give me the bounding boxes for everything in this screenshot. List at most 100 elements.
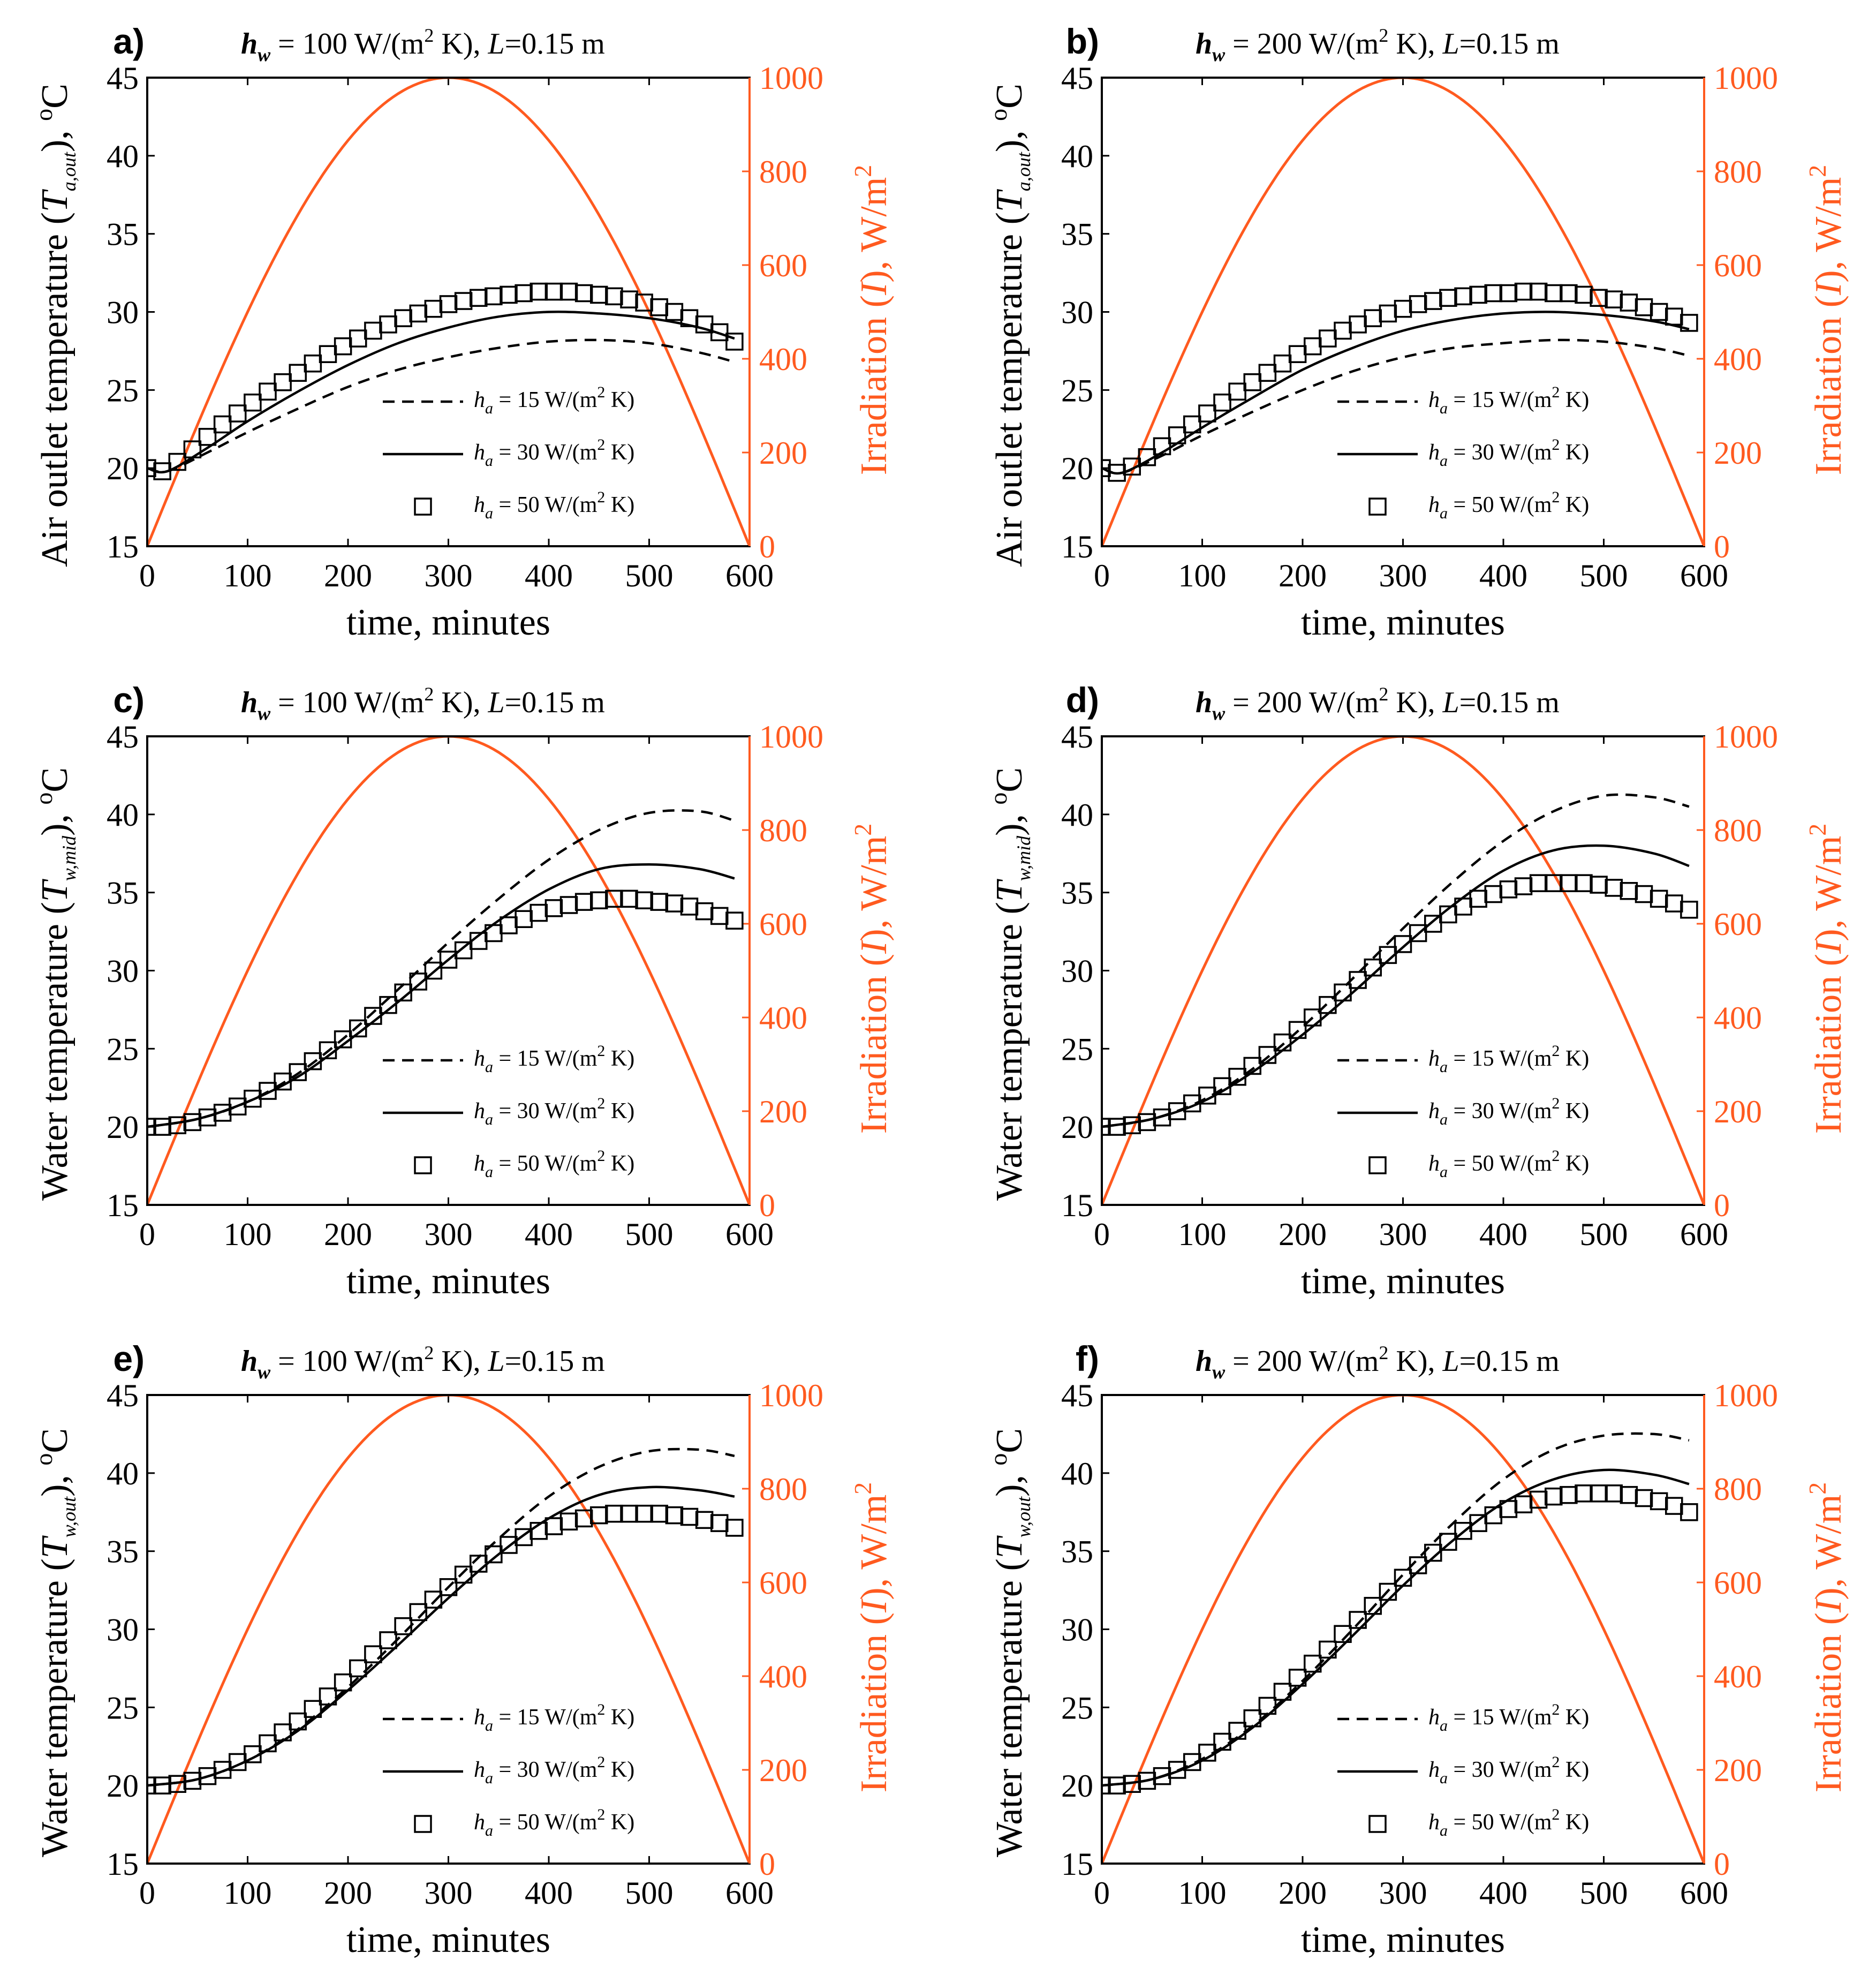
x-tick-label: 500 — [1580, 1875, 1628, 1911]
y-tick-label: 30 — [107, 1612, 139, 1648]
data-point — [1439, 1533, 1457, 1551]
data-point — [605, 1504, 623, 1523]
data-point — [1424, 292, 1442, 310]
axes-frame — [146, 1394, 751, 1865]
data-point — [1213, 1732, 1231, 1751]
data-point — [1198, 1744, 1216, 1762]
y-tick-label: 45 — [1061, 719, 1093, 755]
x-tick-label: 600 — [1680, 558, 1728, 593]
x-tick-label: 200 — [1279, 1875, 1327, 1911]
data-point — [1379, 304, 1397, 323]
irradiation-curve — [147, 78, 750, 546]
data-point — [198, 1767, 217, 1785]
data-point — [1364, 958, 1382, 977]
data-point — [695, 902, 714, 921]
data-point — [485, 287, 503, 306]
legend-icon — [1368, 1815, 1387, 1833]
y-tick-label: 30 — [107, 295, 139, 330]
data-point — [364, 1645, 382, 1663]
y-tick-label: 40 — [107, 139, 139, 174]
data-point — [1665, 307, 1683, 326]
data-point — [424, 299, 443, 318]
y2-tick-label: 0 — [1714, 529, 1730, 564]
x-tick-label: 300 — [425, 1875, 473, 1911]
legend: ha = 15 W/(m2 K) ha = 30 W/(m2 K) ha = 50 … — [1337, 383, 1589, 522]
data-point — [1228, 382, 1246, 401]
x-tick-label: 200 — [324, 558, 372, 593]
legend: ha = 15 W/(m2 K) ha = 30 W/(m2 K) ha = 50 … — [1337, 1701, 1589, 1839]
x-axis-label: time, minutes — [346, 602, 550, 643]
data-point — [379, 996, 397, 1014]
y2-tick-label: 800 — [759, 1472, 807, 1507]
x-tick-label: 400 — [525, 558, 573, 593]
data-point — [1680, 314, 1698, 332]
data-point — [1123, 1116, 1141, 1134]
y-tick-label: 20 — [1061, 1768, 1093, 1804]
y2-axis-label: Irradiation (I), W/m2 — [1804, 824, 1849, 1134]
data-point — [259, 382, 277, 401]
data-point — [515, 284, 533, 303]
y-tick-label: 15 — [107, 529, 139, 564]
data-point — [1560, 1486, 1578, 1504]
data-point — [590, 285, 608, 304]
data-point — [1364, 1597, 1382, 1615]
y2-tick-label: 200 — [759, 1753, 807, 1788]
data-point — [1334, 321, 1352, 340]
data-point — [559, 896, 578, 914]
data-point — [1394, 1569, 1412, 1587]
data-point — [1258, 1697, 1277, 1715]
plot-area — [1102, 736, 1704, 1205]
data-point — [529, 282, 548, 301]
y-axis-label: Air outlet temperature (Ta,out), oC — [985, 84, 1034, 567]
data-point — [1484, 885, 1502, 903]
data-point — [1620, 882, 1638, 900]
data-point — [289, 364, 307, 382]
data-point — [454, 1565, 473, 1584]
y2-tick-label: 600 — [1714, 1565, 1762, 1601]
y2-tick-label: 800 — [759, 154, 807, 190]
x-tick-label: 100 — [1178, 1217, 1227, 1252]
data-point — [725, 1519, 744, 1537]
legend-entry-label: ha = 50 W/(m2 K) — [474, 1147, 634, 1181]
data-point — [213, 1104, 232, 1122]
data-point — [424, 1590, 443, 1609]
data-point — [1650, 303, 1668, 321]
y-tick-label: 25 — [107, 1031, 139, 1067]
data-point — [198, 1108, 217, 1127]
y2-tick-label: 0 — [1714, 1846, 1730, 1882]
data-point — [394, 1617, 412, 1635]
data-point — [1379, 946, 1397, 964]
panel-a: a) hw = 100 W/(m2 K), L=0.15 m0 100 200 300 4… — [30, 21, 895, 643]
data-point — [1650, 889, 1668, 908]
data-point — [605, 287, 623, 306]
data-point — [1153, 437, 1171, 456]
data-point — [1213, 1077, 1231, 1096]
x-tick-label: 0 — [1094, 558, 1110, 593]
data-point — [515, 1528, 533, 1547]
data-point — [1605, 1484, 1623, 1503]
data-point — [665, 894, 684, 913]
series-ha30-line — [147, 863, 735, 1128]
y2-axis-label: Irradiation (I), W/m2 — [1804, 1482, 1849, 1793]
data-point — [1364, 309, 1382, 327]
panel-title: hw = 100 W/(m2 K), L=0.15 m — [241, 683, 605, 724]
legend: ha = 15 W/(m2 K) ha = 30 W/(m2 K) ha = 50 … — [383, 1042, 634, 1181]
data-point — [635, 891, 653, 909]
data-point — [349, 1659, 367, 1678]
y-tick-label: 30 — [1061, 954, 1093, 989]
data-point — [1590, 876, 1608, 894]
y2-tick-label: 600 — [759, 248, 807, 283]
y-tick-label: 25 — [1061, 1690, 1093, 1725]
data-point — [515, 910, 533, 928]
legend-icon — [1368, 1156, 1387, 1174]
data-point — [1424, 915, 1442, 933]
y2-tick-label: 600 — [759, 907, 807, 942]
x-tick-label: 100 — [1178, 1875, 1227, 1911]
y2-tick-label: 600 — [759, 1565, 807, 1601]
y2-axis-label: Irradiation (I), W/m2 — [849, 165, 895, 476]
data-point — [1514, 282, 1533, 301]
data-point — [304, 1700, 322, 1718]
data-point — [1424, 1543, 1442, 1562]
legend-icon — [414, 497, 432, 516]
x-tick-label: 300 — [1379, 1875, 1427, 1911]
